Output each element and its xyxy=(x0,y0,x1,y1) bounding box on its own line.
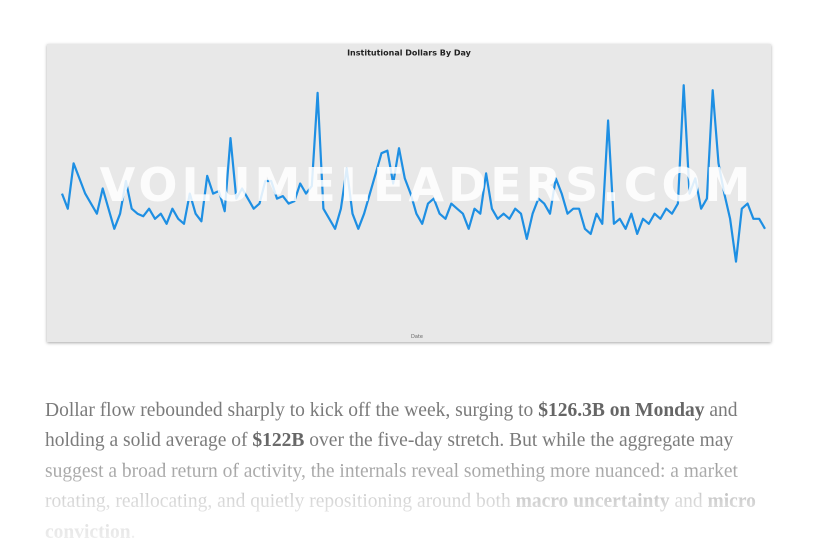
bold-text: macro uncertainty xyxy=(515,491,670,512)
line xyxy=(60,84,766,263)
bold-text: micro conviction xyxy=(45,491,756,543)
chart-title: Institutional Dollars By Day xyxy=(347,49,472,58)
text: and holding a solid average of xyxy=(45,399,738,452)
bold-text: $126.3B on Monday xyxy=(538,399,705,421)
chart: Institutional Dollars By Day Date VOLUME… xyxy=(60,49,766,340)
text: over the five-day stretch. But while the… xyxy=(45,430,738,512)
chart-image: Institutional Dollars By Day Date VOLUME… xyxy=(47,44,771,342)
bold-text: $122B xyxy=(252,430,305,451)
article-paragraph: Dollar flow rebounded sharply to kick of… xyxy=(45,396,775,549)
text: . xyxy=(130,521,136,543)
x-axis-label: Date xyxy=(411,334,423,340)
text: and xyxy=(669,491,708,512)
plot xyxy=(60,84,766,263)
text: Dollar flow rebounded sharply to kick of… xyxy=(45,399,539,421)
watermark: VOLUMELEADERS.COM xyxy=(100,158,755,212)
